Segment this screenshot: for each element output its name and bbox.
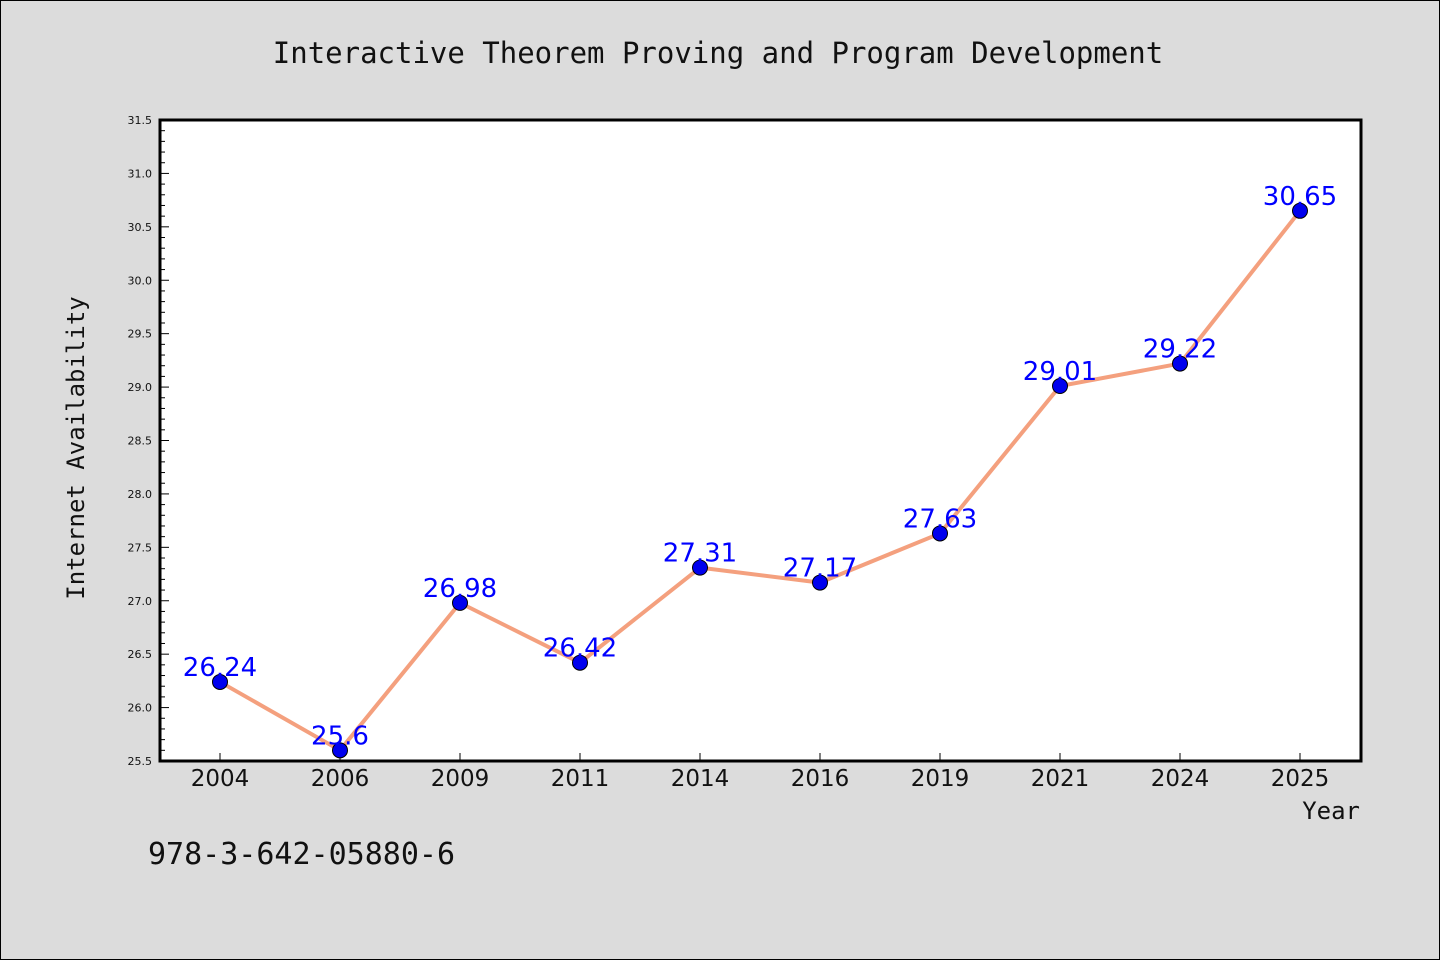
x-tick-label: 2014 bbox=[671, 766, 730, 792]
isbn-text: 978-3-642-05880-6 bbox=[148, 837, 455, 872]
x-tick-label: 2025 bbox=[1271, 766, 1330, 792]
data-label: 27.63 bbox=[903, 504, 977, 534]
y-tick-label: 27.0 bbox=[128, 595, 153, 608]
y-tick-label: 25.5 bbox=[128, 755, 153, 768]
y-tick-label: 30.0 bbox=[128, 274, 153, 287]
y-axis-label: Internet Availability bbox=[62, 296, 90, 599]
data-label: 30.65 bbox=[1263, 182, 1337, 212]
y-tick-label: 26.5 bbox=[128, 648, 153, 661]
y-tick-label: 31.5 bbox=[128, 114, 153, 127]
y-tick-label: 28.0 bbox=[128, 488, 153, 501]
y-axis: 25.5 26.0 26.5 27.0 27.5 28.0 28.5 29.0 29.5 30.0… bbox=[128, 114, 169, 768]
data-label: 29.01 bbox=[1023, 357, 1097, 387]
series-markers bbox=[212, 202, 1308, 759]
data-point bbox=[452, 594, 468, 611]
data-label: 27.17 bbox=[783, 554, 857, 584]
x-tick-label: 2016 bbox=[791, 766, 850, 792]
data-point bbox=[1292, 202, 1308, 219]
x-tick-label: 2024 bbox=[1151, 766, 1210, 792]
x-tick-label: 2009 bbox=[431, 766, 490, 792]
y-tick-label: 26.0 bbox=[128, 702, 153, 715]
y-tick-label: 29.0 bbox=[128, 381, 153, 394]
data-label: 26.42 bbox=[543, 634, 617, 664]
x-tick-label: 2004 bbox=[191, 766, 250, 792]
data-point bbox=[572, 654, 588, 671]
data-point bbox=[1052, 378, 1068, 395]
x-axis-label: Year bbox=[1302, 797, 1360, 825]
chart-title: Interactive Theorem Proving and Program … bbox=[273, 36, 1163, 70]
y-tick-label: 28.5 bbox=[128, 435, 153, 448]
plot-area bbox=[158, 118, 1363, 763]
data-label: 26.24 bbox=[183, 653, 257, 683]
data-point bbox=[212, 673, 228, 690]
data-labels: 26.24 25.6 26.98 26.42 27.31 27.17 27.63 29.01 2… bbox=[183, 182, 1337, 752]
data-label: 29.22 bbox=[1143, 335, 1217, 365]
data-point bbox=[1172, 355, 1188, 372]
x-tick-label: 2021 bbox=[1031, 766, 1090, 792]
data-label: 26.98 bbox=[423, 574, 497, 604]
data-label: 25.6 bbox=[311, 721, 369, 751]
y-tick-label: 27.5 bbox=[128, 541, 153, 554]
data-point bbox=[332, 742, 348, 759]
x-tick-label: 2019 bbox=[911, 766, 970, 792]
y-tick-label: 31.0 bbox=[128, 167, 153, 180]
x-tick-label: 2011 bbox=[551, 766, 610, 792]
y-tick-label: 29.5 bbox=[128, 328, 153, 341]
y-tick-label: 30.5 bbox=[128, 221, 153, 234]
data-point bbox=[692, 559, 708, 576]
data-point bbox=[932, 525, 948, 542]
data-point bbox=[812, 574, 828, 591]
x-axis: 2004 2006 2009 2011 2014 2016 2019 2021 2024 2025 bbox=[191, 753, 1330, 792]
series-line bbox=[219, 209, 1302, 753]
x-tick-label: 2006 bbox=[311, 766, 370, 792]
data-label: 27.31 bbox=[663, 539, 737, 569]
